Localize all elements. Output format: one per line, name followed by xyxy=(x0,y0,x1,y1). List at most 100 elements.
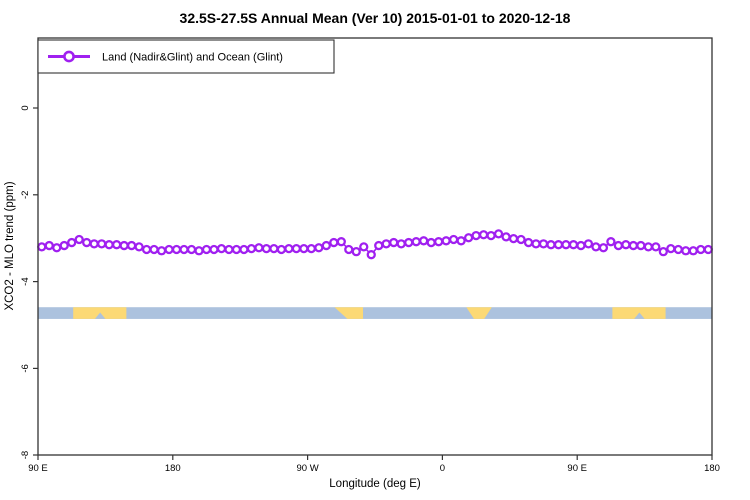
data-point xyxy=(306,243,316,254)
data-point xyxy=(111,240,122,250)
y-axis: 0 -2 -4 -6 -8 xyxy=(20,105,38,459)
x-axis-tick-label: 180 xyxy=(165,463,181,474)
data-point xyxy=(314,243,324,253)
data-point xyxy=(164,244,174,255)
data-point xyxy=(523,237,534,248)
land-band-notch xyxy=(634,312,645,319)
data-point xyxy=(44,240,54,251)
data-point xyxy=(126,240,137,251)
data-point xyxy=(591,242,601,252)
data-point xyxy=(396,239,406,249)
data-point xyxy=(434,237,444,247)
data-point xyxy=(389,237,399,248)
data-point xyxy=(658,247,668,257)
data-point xyxy=(366,250,376,260)
y-axis-tick-label: 0 xyxy=(20,105,31,110)
data-series xyxy=(37,229,713,260)
land-band-segment xyxy=(466,307,492,319)
data-point xyxy=(546,240,556,250)
data-point xyxy=(613,240,624,251)
ocean-band-segment xyxy=(38,307,712,319)
data-point xyxy=(74,234,84,245)
data-point xyxy=(681,246,691,256)
legend: Land (Nadir&Glint) and Ocean (Glint) xyxy=(37,39,335,74)
data-point xyxy=(209,244,219,255)
data-point xyxy=(59,240,69,251)
y-axis-title: XCO2 - MLO trend (ppm) xyxy=(4,181,16,310)
data-point xyxy=(516,234,526,245)
data-point xyxy=(291,243,302,254)
data-point xyxy=(673,244,683,255)
land-ocean-band xyxy=(38,307,712,319)
data-point xyxy=(261,243,272,254)
data-point xyxy=(448,234,459,245)
data-point xyxy=(583,239,594,249)
data-point xyxy=(216,243,227,254)
data-point xyxy=(538,239,549,249)
data-point xyxy=(486,230,496,241)
data-point xyxy=(426,237,436,248)
data-point xyxy=(149,244,159,255)
data-point xyxy=(688,246,698,256)
x-axis-tick-label: 90 W xyxy=(297,463,319,474)
data-point xyxy=(501,232,511,242)
land-band-notch xyxy=(94,312,106,319)
data-point xyxy=(141,244,152,255)
data-point xyxy=(696,244,706,255)
x-axis-tick-label: 90 E xyxy=(567,463,587,474)
data-point xyxy=(561,240,571,250)
x-axis-tick-label: 90 E xyxy=(28,463,48,474)
data-point xyxy=(52,243,62,253)
data-point xyxy=(651,242,661,252)
data-point xyxy=(89,239,99,249)
data-point xyxy=(194,246,204,256)
data-point xyxy=(156,246,167,256)
x-axis-tick-label: 0 xyxy=(440,463,445,474)
y-axis-tick-label: -2 xyxy=(20,191,31,199)
plot-frame xyxy=(37,37,713,456)
data-point xyxy=(598,243,609,253)
data-point xyxy=(381,239,391,249)
data-point xyxy=(463,233,474,243)
data-point xyxy=(411,237,421,247)
data-point xyxy=(456,236,466,246)
data-point xyxy=(621,240,631,250)
data-point xyxy=(419,236,429,246)
data-point xyxy=(67,237,77,248)
data-point xyxy=(284,243,294,254)
x-axis: 90 E 180 90 W 0 90 E 180 xyxy=(28,455,720,474)
data-point xyxy=(201,244,212,255)
data-point xyxy=(321,240,331,251)
data-point xyxy=(568,240,579,250)
data-point xyxy=(82,237,92,248)
data-point xyxy=(606,237,616,247)
data-point xyxy=(119,240,129,251)
legend-series-label: Land (Nadir&Glint) and Ocean (Glint) xyxy=(102,52,283,64)
data-point xyxy=(231,244,242,255)
data-point xyxy=(104,240,114,250)
data-point xyxy=(703,244,713,255)
data-point xyxy=(666,243,676,254)
y-axis-tick-label: -4 xyxy=(20,277,31,285)
data-point xyxy=(344,244,354,255)
data-point xyxy=(246,243,257,254)
chart-title: 32.5S-27.5S Annual Mean (Ver 10) 2015-01… xyxy=(180,10,571,26)
data-point xyxy=(628,240,639,251)
land-band-segment xyxy=(334,307,364,319)
data-point xyxy=(531,239,541,249)
data-point xyxy=(179,244,189,255)
data-point xyxy=(351,247,361,257)
data-point xyxy=(276,244,287,255)
x-axis-tick-label: 180 xyxy=(704,463,720,474)
data-point xyxy=(37,242,47,252)
data-point xyxy=(299,243,309,254)
data-point xyxy=(186,244,197,255)
data-point xyxy=(508,233,519,244)
legend-box xyxy=(37,39,335,74)
data-point xyxy=(404,237,414,248)
data-point xyxy=(171,244,182,255)
x-axis-title: Longitude (deg E) xyxy=(329,478,421,490)
data-point xyxy=(239,244,249,255)
